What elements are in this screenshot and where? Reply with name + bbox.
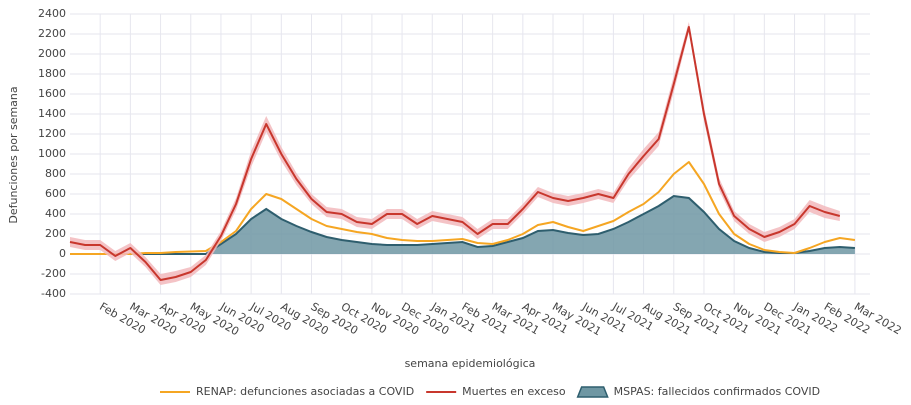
y-tick-label: 1800 [38, 67, 66, 80]
y-tick-label: -400 [41, 287, 66, 300]
y-axis-label: Defunciones por semana [7, 86, 20, 223]
y-tick-label: 1200 [38, 127, 66, 140]
line [70, 161, 856, 255]
confidence-band [70, 22, 840, 285]
legend-label: RENAP: defunciones asociadas a COVID [196, 385, 414, 398]
y-tick-label: 400 [45, 207, 66, 220]
y-tick-label: 1600 [38, 87, 66, 100]
y-tick-label: 800 [45, 167, 66, 180]
x-axis-label: semana epidemiológica [405, 357, 536, 370]
y-tick-label: -200 [41, 267, 66, 280]
y-tick-label: 1400 [38, 107, 66, 120]
y-tick-label: 2000 [38, 47, 66, 60]
y-tick-label: 2200 [38, 27, 66, 40]
y-tick-label: 600 [45, 187, 66, 200]
line [69, 26, 841, 281]
legend-swatch [576, 386, 609, 398]
y-tick-label: 0 [59, 247, 66, 260]
area [70, 196, 855, 254]
y-tick-label: 1000 [38, 147, 66, 160]
y-tick-label: 200 [45, 227, 66, 240]
y-tick-label: 2400 [38, 7, 66, 20]
legend-label: Muertes en exceso [462, 385, 566, 398]
legend-label: MSPAS: fallecidos confirmados COVID [614, 385, 820, 398]
area-line [70, 194, 855, 255]
